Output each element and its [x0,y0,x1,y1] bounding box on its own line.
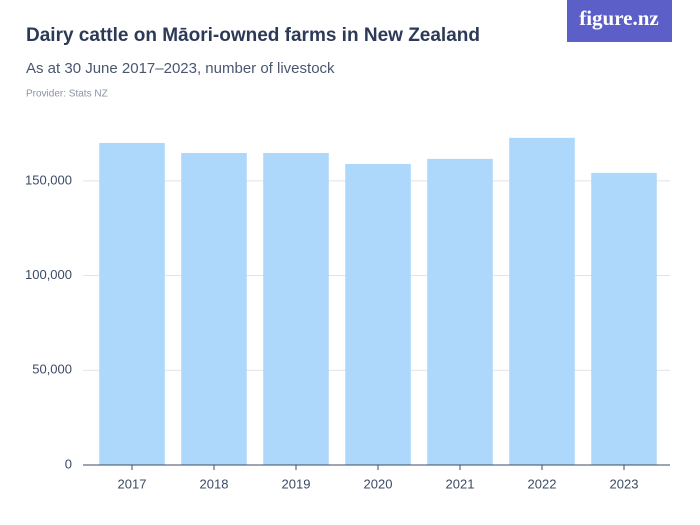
x-tick-label: 2017 [118,476,147,491]
x-tick-label: 2019 [282,476,311,491]
x-tick-label: 2022 [528,476,557,491]
y-tick-label: 100,000 [25,267,72,282]
bar [263,152,329,466]
chart-subtitle: As at 30 June 2017–2023, number of lives… [26,60,335,77]
x-tick-label: 2023 [610,476,639,491]
bar [181,152,247,466]
y-tick-label: 50,000 [32,362,72,377]
x-tick-label: 2018 [200,476,229,491]
bar [427,158,493,465]
y-tick-label: 150,000 [25,172,72,187]
logo: figure.nz [579,6,659,30]
y-tick-label: 0 [65,456,72,471]
provider: Provider: Stats NZ [26,89,108,100]
bar [345,163,411,465]
bar [509,137,575,465]
bar [591,172,657,466]
x-tick-label: 2020 [364,476,393,491]
bar [99,142,165,465]
logo-box [567,0,672,42]
x-tick-label: 2021 [446,476,475,491]
chart-title: Dairy cattle on Māori-owned farms in New… [26,25,480,46]
